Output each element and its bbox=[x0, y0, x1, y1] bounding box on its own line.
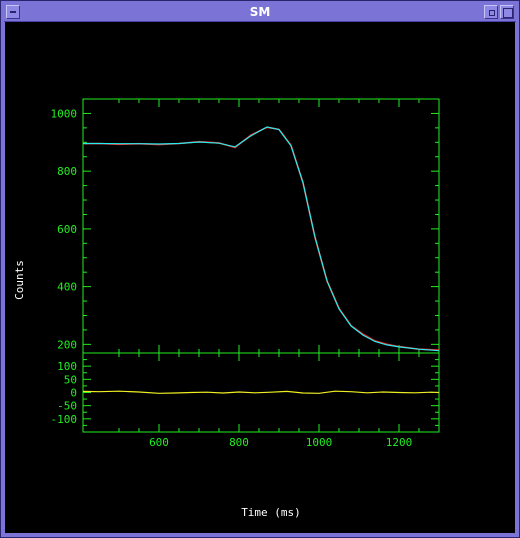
residual-series-line bbox=[82, 390, 440, 394]
y-tick-label: 0 bbox=[70, 387, 77, 400]
y-tick-label: 800 bbox=[57, 165, 77, 178]
y-tick-label: 200 bbox=[57, 338, 77, 351]
y-tick-label: 400 bbox=[57, 281, 77, 294]
model-series-line bbox=[83, 126, 440, 352]
data-series-line bbox=[82, 126, 440, 351]
x-tick-label: 600 bbox=[149, 436, 169, 449]
y-tick-label: 50 bbox=[64, 373, 77, 386]
x-tick-label: 1200 bbox=[386, 436, 413, 449]
window-menu-icon[interactable] bbox=[6, 5, 20, 19]
y-tick-label: -50 bbox=[57, 400, 77, 413]
window-title: SM bbox=[249, 5, 271, 19]
x-tick-label: 800 bbox=[229, 436, 249, 449]
panel-frame bbox=[82, 98, 440, 354]
maximize-icon[interactable] bbox=[500, 5, 514, 19]
plot-canvas: 200 400 600 800 1000 600 800 1000 1200 -100 -50 0 5… bbox=[5, 22, 515, 533]
y-tick-label: 100 bbox=[57, 360, 77, 373]
y-tick-label: 600 bbox=[57, 223, 77, 236]
title-bar[interactable]: SM bbox=[4, 4, 516, 22]
x-axis-label: Time (ms) bbox=[241, 506, 301, 519]
y-tick-label: -100 bbox=[51, 413, 78, 426]
y-axis-label: Counts bbox=[13, 260, 26, 300]
minimize-icon[interactable] bbox=[484, 5, 498, 19]
main-panel: 200 400 600 800 1000 bbox=[51, 98, 440, 354]
x-tick-label: 1000 bbox=[306, 436, 333, 449]
plot-svg: 200 400 600 800 1000 600 800 1000 1200 -100-5005… bbox=[13, 98, 440, 519]
y-tick-label: 1000 bbox=[51, 107, 78, 120]
